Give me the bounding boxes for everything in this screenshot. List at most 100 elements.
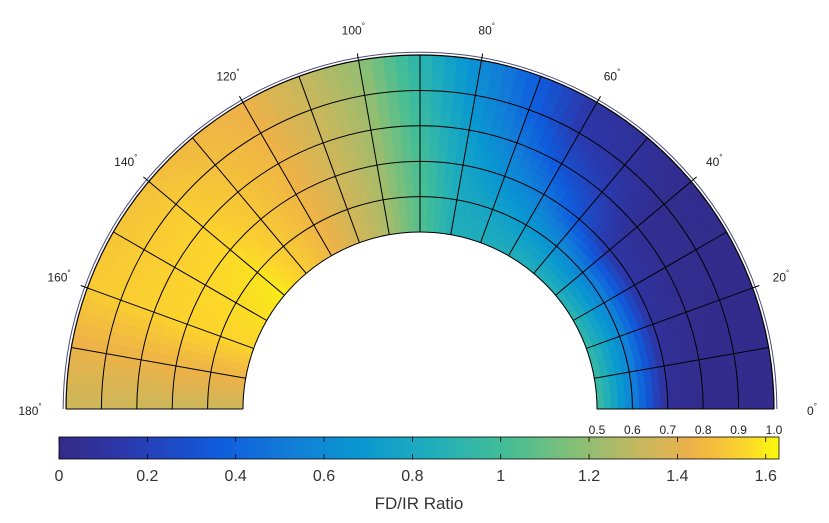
heatmap-cell	[433, 210, 442, 220]
heatmap-cell	[408, 83, 421, 91]
heatmap-cell	[397, 97, 410, 106]
heatmap-cell	[750, 373, 760, 387]
heatmap-cell	[419, 175, 429, 183]
heatmap-cell	[399, 118, 411, 127]
heatmap-cell	[388, 183, 398, 192]
grid-arc	[65, 54, 775, 410]
heatmap-cell	[409, 118, 421, 127]
heatmap-cell	[646, 400, 654, 410]
heatmap-cell	[419, 160, 429, 169]
heatmap-cell	[652, 391, 661, 402]
radial-tick-label: 0.9	[730, 423, 747, 437]
heatmap-cell	[723, 386, 732, 399]
heatmap-cell	[644, 376, 653, 386]
grid-spoke	[356, 53, 360, 63]
heatmap-cell	[419, 75, 432, 84]
colorbar-tick-label: 1.4	[666, 468, 688, 485]
heatmap-cell	[743, 373, 753, 387]
heatmap-cell	[402, 168, 413, 177]
heatmap-cell	[235, 402, 244, 410]
heatmap-cell	[412, 189, 421, 198]
heatmap-cell	[65, 396, 74, 410]
heatmap-cell	[143, 389, 152, 400]
heatmap-cell	[164, 399, 173, 410]
heatmap-cell	[410, 139, 421, 148]
heatmap-cell	[383, 62, 397, 72]
grid-spoke	[87, 287, 254, 349]
heatmap-cell	[442, 76, 456, 86]
heatmap-cell	[413, 217, 421, 226]
heatmap-cell	[390, 126, 402, 135]
heatmap-cell	[400, 225, 408, 234]
heatmap-cell	[136, 388, 145, 400]
heatmap-cell	[228, 402, 237, 410]
grid-spoke	[586, 287, 753, 349]
grid-spoke	[450, 60, 482, 235]
heatmap-cell	[186, 384, 196, 394]
heatmap-cell	[395, 61, 409, 71]
radial-tick-label: 1.0	[766, 423, 783, 437]
heatmap-cell	[200, 401, 209, 410]
heatmap-cell	[419, 90, 432, 98]
heatmap-cell	[688, 399, 697, 410]
grid-spoke	[113, 231, 267, 321]
heatmap-cell	[438, 218, 447, 228]
heatmap-cell	[419, 118, 431, 127]
angle-tick-label: 40°	[706, 153, 723, 169]
heatmap-cell	[615, 380, 625, 389]
heatmap-cell	[610, 394, 619, 403]
heatmap-cell	[617, 394, 626, 403]
angle-tick-label: 80°	[478, 22, 495, 38]
angle-tick-label: 180°	[18, 402, 41, 418]
heatmap-cell	[419, 139, 430, 148]
heatmap-cell	[207, 393, 216, 403]
heatmap-cell	[101, 397, 109, 410]
heatmap-cell	[644, 384, 654, 394]
grid-spoke	[573, 231, 727, 321]
heatmap-cell	[408, 75, 421, 84]
radial-tick-label: 0.5	[589, 423, 606, 437]
heatmap-cell	[193, 400, 201, 410]
heatmap-cell	[709, 398, 718, 410]
heatmap-cell	[396, 83, 410, 92]
heatmap-cell	[419, 203, 428, 212]
heatmap-cell	[404, 189, 413, 198]
colorbar-tick-label: 0.8	[401, 468, 423, 485]
heatmap-cell	[394, 54, 409, 64]
heatmap-cell	[400, 139, 412, 148]
heatmap-cell	[432, 225, 440, 234]
heatmap-cell	[443, 176, 453, 185]
heatmap-cell	[744, 385, 753, 398]
colorbar-tick-label: 0.4	[225, 468, 247, 485]
colorbar: 0 0.2 0.4 0.6 0.8 1 1.2 1.4 1.6 FD/IR Ratio	[55, 436, 780, 513]
heatmap-cell	[390, 133, 402, 142]
heatmap-cell	[122, 398, 131, 410]
heatmap-cell	[419, 111, 431, 120]
heatmap-cell	[427, 168, 438, 177]
heatmap-cell	[179, 391, 188, 402]
heatmap-cell	[426, 203, 435, 212]
heatmap-cell	[430, 90, 443, 99]
heatmap-cell	[653, 400, 662, 410]
heatmap-cell	[426, 210, 435, 219]
heatmap-cell	[150, 389, 159, 401]
colorbar-gradient	[58, 436, 780, 460]
heatmap-cell	[431, 61, 445, 71]
heatmap-cell	[137, 379, 146, 391]
heatmap-cell	[200, 393, 209, 402]
heatmap-cell	[411, 182, 421, 190]
heatmap-cell	[108, 386, 117, 399]
heatmap-cell	[694, 379, 703, 391]
colorbar-tick-label: 1.6	[755, 468, 777, 485]
heatmap-cell	[438, 126, 450, 135]
heatmap-cell	[442, 183, 452, 192]
heatmap-cell	[419, 68, 433, 77]
heatmap-cell	[702, 398, 711, 410]
heatmap-cell	[236, 389, 245, 397]
heatmap-cell	[638, 392, 647, 402]
heatmap-cell	[440, 97, 453, 107]
heatmap-cell	[129, 388, 138, 400]
heatmap-cell	[659, 382, 668, 393]
heatmap-cell	[194, 377, 203, 387]
heatmap-cell	[639, 400, 647, 410]
